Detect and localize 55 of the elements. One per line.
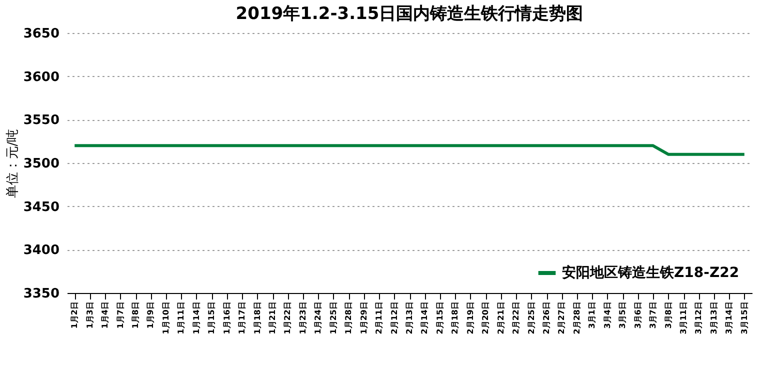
legend-label: 安阳地区铸造生铁Z18-Z22 [562,264,740,281]
x-tick-label: 1月29日 [359,302,368,334]
y-tick-label: 3650 [23,26,60,42]
x-tick-label: 3月5日 [618,302,628,329]
x-tick-label: 1月14日 [192,302,201,334]
y-tick-label: 3400 [23,243,60,258]
x-tick-label: 1月28日 [344,302,354,334]
x-tick-label: 2月13日 [405,302,414,334]
x-tick-label: 3月12日 [694,302,704,334]
x-tick-label: 3月4日 [602,302,612,329]
x-tick-label: 2月20日 [481,302,490,334]
x-tick-label: 2月11日 [374,302,384,334]
x-tick-label: 1月9日 [146,302,156,329]
x-tick-label: 3月6日 [633,302,642,329]
x-tick-label: 1月24日 [314,302,323,334]
x-tick-label: 1月21日 [268,302,277,334]
x-tick-label: 1月18日 [252,302,262,334]
x-tick-label: 1月22日 [283,302,292,334]
x-tick-label: 1月2日 [70,302,80,329]
y-tick-label: 3450 [23,200,60,215]
x-tick-label: 1月7日 [116,302,125,329]
x-tick-label: 3月11日 [679,302,688,334]
x-tick-label: 2月18日 [450,302,460,334]
x-tick-label: 2月15日 [435,302,444,334]
x-tick-label: 2月25日 [526,302,536,334]
x-tick-label: 1月11日 [176,302,186,334]
y-axis-title: 单位：元/吨 [5,128,20,198]
x-tick-label: 3月8日 [664,302,673,329]
x-tick-label: 1月4日 [100,302,110,329]
x-tick-label: 1月25日 [328,302,338,334]
x-tick-label: 1月8日 [131,302,140,329]
x-tick-label: 3月14日 [724,302,734,334]
x-tick-label: 2月22日 [512,302,521,334]
x-tick-label: 2月26日 [542,302,551,334]
y-tick-label: 3350 [23,286,60,302]
x-tick-label: 1月16日 [222,302,232,334]
chart-title: 2019年1.2-3.15日国内铸造生铁行情走势图 [236,4,584,24]
x-tick-label: 3月13日 [709,302,718,334]
x-tick-label: 3月15日 [740,302,749,334]
x-tick-label: 1月17日 [238,302,247,334]
y-tick-label: 3550 [23,113,60,128]
x-tick-label: 1月15日 [207,302,216,334]
x-tick-label: 2月27日 [557,302,566,334]
x-tick-label: 1月10日 [161,302,170,334]
x-tick-label: 2月21日 [496,302,506,334]
x-tick-label: 3月7日 [648,302,658,329]
x-tick-label: 1月3日 [85,302,94,329]
y-tick-label: 3500 [23,156,60,172]
x-tick-label: 2月28日 [572,302,582,334]
x-tick-label: 1月23日 [298,302,308,334]
x-tick-label: 3月1日 [588,302,597,329]
x-tick-label: 2月19日 [466,302,475,334]
x-tick-label: 2月12日 [390,302,399,334]
x-tick-label: 2月14日 [420,302,430,334]
y-tick-label: 3600 [23,70,60,85]
